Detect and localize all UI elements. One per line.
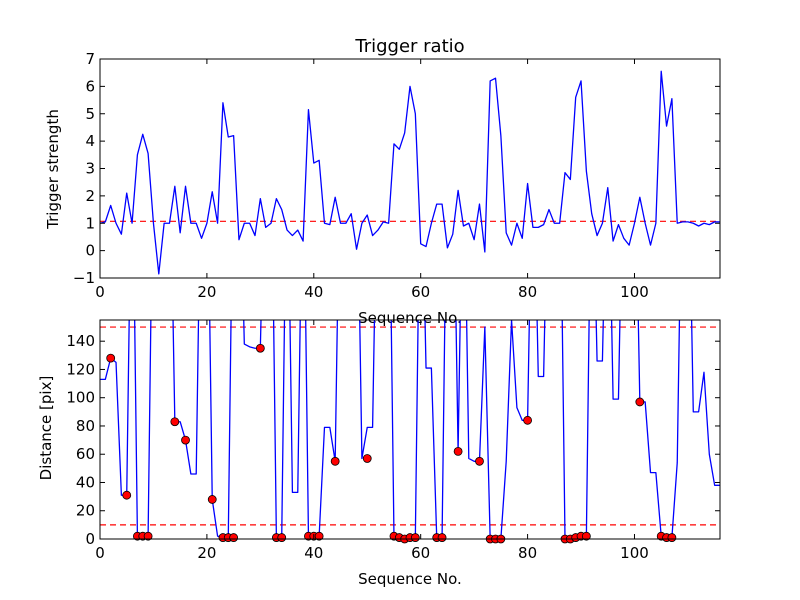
top-chart-xtick-label: 40 xyxy=(304,283,323,301)
bottom-chart-marker-point xyxy=(255,343,265,353)
bottom-chart-marker-point xyxy=(437,533,447,542)
bottom-chart-ytick-label: 0 xyxy=(85,530,95,548)
top-chart-ytick-label: 5 xyxy=(85,105,95,123)
top-chart-ytick-label: −1 xyxy=(73,269,95,287)
top-chart-xtick-label: 100 xyxy=(620,283,649,301)
bottom-chart-ytick-label: 100 xyxy=(66,389,95,407)
top-chart-ytick-label: 1 xyxy=(85,214,95,232)
bottom-chart-marker-point xyxy=(229,533,239,542)
top-chart: Trigger ratio Trigger strength Sequence … xyxy=(44,36,721,327)
bottom-chart-ytick-label: 80 xyxy=(76,417,95,435)
bottom-chart-marker-point xyxy=(410,533,420,542)
top-chart-xtick-label: 60 xyxy=(411,283,430,301)
bottom-chart-marker-point xyxy=(635,397,645,407)
top-chart-ytick-label: 3 xyxy=(85,160,95,178)
bottom-chart-ytick-label: 140 xyxy=(66,332,95,350)
top-chart-xlabel: Sequence No. xyxy=(358,309,462,327)
top-chart-ylabel: Trigger strength xyxy=(44,109,62,230)
top-chart-ytick-label: 0 xyxy=(85,242,95,260)
bottom-chart-xlabel: Sequence No. xyxy=(358,570,462,588)
bottom-chart-marker-point xyxy=(143,531,153,541)
bottom-chart: Distance [pix] Sequence No. 0 20 40 60 80 100… xyxy=(37,319,721,588)
bottom-chart-marker-point xyxy=(523,415,532,425)
bottom-chart-marker-point xyxy=(122,490,132,500)
bottom-chart-xtick-label: 60 xyxy=(411,544,430,562)
bottom-chart-marker-point xyxy=(581,531,591,541)
top-chart-title: Trigger ratio xyxy=(354,36,464,57)
top-chart-xtick-label: 0 xyxy=(95,283,105,301)
top-chart-ytick-label: 2 xyxy=(85,187,95,205)
top-chart-ytick-label: 6 xyxy=(85,77,95,95)
bottom-chart-ytick-label: 20 xyxy=(76,502,95,520)
top-chart-ytick-label: 4 xyxy=(85,132,95,150)
bottom-chart-marker-point xyxy=(181,435,190,445)
bottom-chart-xtick-label: 40 xyxy=(304,544,323,562)
bottom-chart-xtick-label: 100 xyxy=(620,544,649,562)
bottom-chart-marker-point xyxy=(453,446,463,456)
bottom-chart-marker-point xyxy=(314,531,324,541)
top-chart-series-line xyxy=(100,70,720,275)
bottom-chart-marker-point xyxy=(475,456,484,466)
top-chart-ytick-label: 7 xyxy=(85,50,95,68)
bottom-chart-xtick-label: 0 xyxy=(95,544,105,562)
top-chart-xtick-label: 80 xyxy=(518,283,537,301)
bottom-chart-ytick-label: 40 xyxy=(76,473,95,491)
bottom-chart-marker-point xyxy=(330,456,340,466)
bottom-chart-marker-point xyxy=(667,533,677,542)
bottom-chart-ylabel: Distance [pix] xyxy=(37,376,55,481)
bottom-chart-xtick-label: 20 xyxy=(197,544,216,562)
bottom-chart-marker-point xyxy=(207,495,217,504)
bottom-chart-marker-point xyxy=(170,417,180,427)
bottom-chart-frame xyxy=(99,319,721,540)
bottom-chart-ytick-label: 60 xyxy=(76,445,95,463)
bottom-chart-xtick-label: 80 xyxy=(518,544,537,562)
bottom-chart-marker-point xyxy=(106,353,116,363)
bottom-chart-ytick-label: 120 xyxy=(66,360,95,378)
bottom-chart-marker-point xyxy=(277,533,287,542)
bottom-chart-marker-point xyxy=(362,454,372,463)
top-chart-xtick-label: 20 xyxy=(197,283,216,301)
